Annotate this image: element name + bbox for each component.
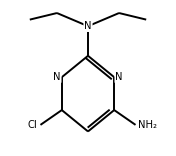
- Text: N: N: [53, 72, 61, 82]
- Text: N: N: [115, 72, 123, 82]
- Text: N: N: [84, 21, 92, 31]
- Text: Cl: Cl: [28, 120, 37, 130]
- Text: NH₂: NH₂: [139, 120, 158, 130]
